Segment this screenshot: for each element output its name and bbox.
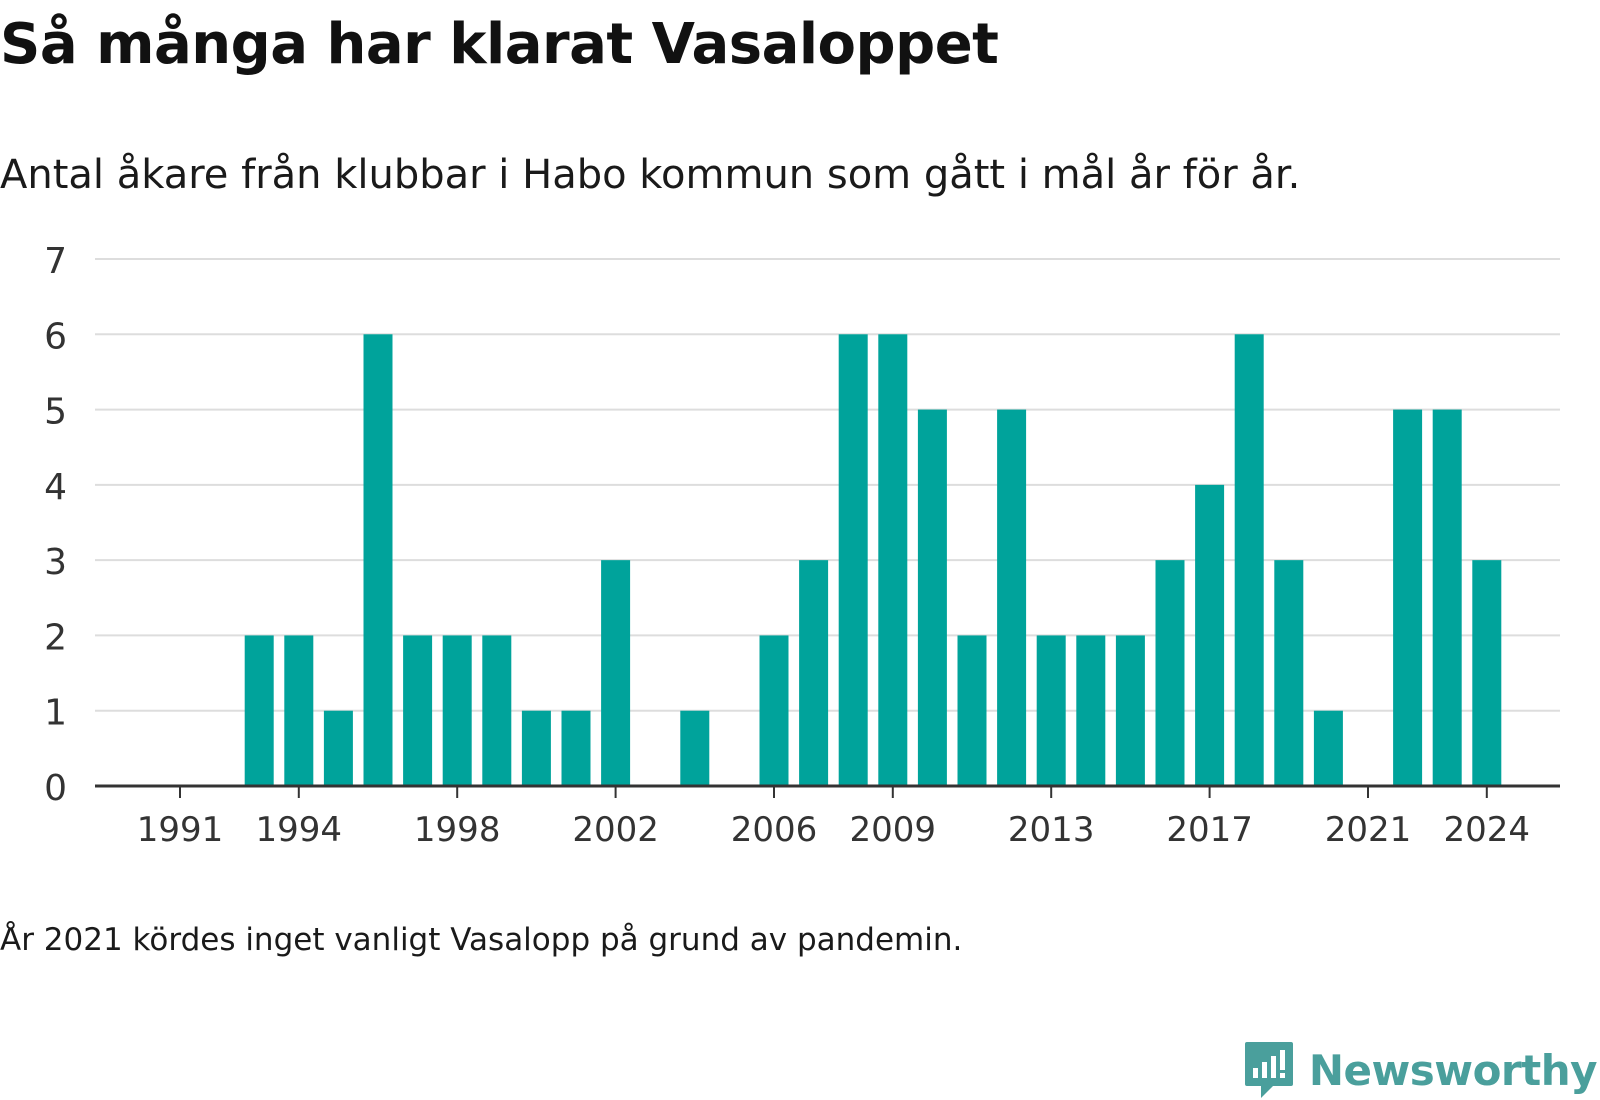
x-tick-label: 2024 bbox=[1444, 810, 1531, 850]
bar-2007 bbox=[799, 560, 829, 786]
x-tick-label: 1991 bbox=[137, 810, 224, 850]
bar-2004 bbox=[680, 710, 710, 786]
bar-2006 bbox=[759, 635, 789, 786]
bar-2016 bbox=[1155, 560, 1185, 786]
y-tick-label: 2 bbox=[44, 617, 67, 658]
bar-1994 bbox=[284, 635, 314, 786]
x-tick-label: 1998 bbox=[414, 810, 501, 850]
bar-2002 bbox=[601, 560, 631, 786]
y-tick-label: 3 bbox=[44, 542, 67, 583]
bar-1997 bbox=[403, 635, 433, 786]
bar-2022 bbox=[1393, 409, 1423, 786]
x-tick-label: 1994 bbox=[256, 810, 343, 850]
bar-2015 bbox=[1115, 635, 1145, 786]
bar-2023 bbox=[1432, 409, 1462, 786]
brand-name: Newsworthy bbox=[1308, 1045, 1598, 1095]
bar-2019 bbox=[1274, 560, 1304, 786]
bar-1993 bbox=[244, 635, 274, 786]
chart-subtitle: Antal åkare från klubbar i Habo kommun s… bbox=[0, 152, 1301, 198]
footnote: År 2021 kördes inget vanligt Vasalopp på… bbox=[0, 922, 963, 958]
brand-logo[interactable]: Newsworthy bbox=[1243, 1040, 1598, 1100]
x-tick-label: 2009 bbox=[850, 810, 937, 850]
y-tick-label: 7 bbox=[44, 241, 67, 282]
x-tick-label: 2017 bbox=[1166, 810, 1253, 850]
bar-2001 bbox=[561, 710, 591, 786]
y-axis-ticks: 0 1 2 3 4 5 6 7 bbox=[44, 241, 67, 809]
bar-2020 bbox=[1313, 710, 1343, 786]
bars bbox=[244, 334, 1502, 786]
newsworthy-logo-icon bbox=[1244, 1042, 1293, 1098]
bar-2009 bbox=[878, 334, 908, 786]
bar-2000 bbox=[521, 710, 551, 786]
bar-2012 bbox=[997, 409, 1027, 786]
x-tick-label: 2002 bbox=[572, 810, 659, 850]
x-tick-label: 2021 bbox=[1325, 810, 1412, 850]
x-tick-label: 2006 bbox=[731, 810, 818, 850]
bar-2011 bbox=[957, 635, 987, 786]
chart-title: Så många har klarat Vasaloppet bbox=[0, 12, 999, 77]
bar-chart: 0 1 2 3 4 5 6 7 1991 1994 1998 2002 2006 2009 2013 201… bbox=[44, 241, 1560, 850]
y-tick-label: 6 bbox=[44, 316, 67, 357]
bar-1998 bbox=[442, 635, 472, 786]
bar-1996 bbox=[363, 334, 393, 786]
bar-2024 bbox=[1472, 560, 1502, 786]
x-tick-label: 2013 bbox=[1008, 810, 1095, 850]
bar-2017 bbox=[1195, 484, 1225, 786]
x-axis-ticks: 1991 1994 1998 2002 2006 2009 2013 2017 2021 2024 bbox=[137, 786, 1530, 850]
y-tick-label: 0 bbox=[44, 768, 67, 809]
bar-2008 bbox=[838, 334, 868, 786]
bar-2010 bbox=[917, 409, 947, 786]
bar-2014 bbox=[1076, 635, 1106, 786]
bar-1995 bbox=[323, 710, 353, 786]
bar-2013 bbox=[1036, 635, 1066, 786]
bar-2018 bbox=[1234, 334, 1264, 786]
y-tick-label: 1 bbox=[44, 693, 67, 734]
y-tick-label: 5 bbox=[44, 392, 67, 433]
bar-1999 bbox=[482, 635, 512, 786]
y-tick-label: 4 bbox=[44, 467, 67, 508]
